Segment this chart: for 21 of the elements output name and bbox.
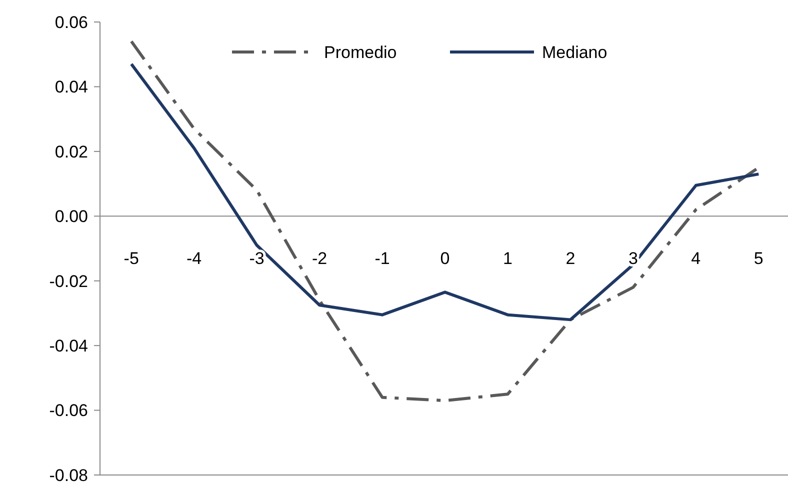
x-tick-label: 2	[566, 249, 576, 268]
y-tick-label: 0.06	[54, 12, 88, 32]
legend-label: Promedio	[324, 42, 397, 62]
y-tick-label: -0.02	[49, 272, 88, 291]
y-tick-label: 0.02	[54, 142, 88, 162]
y-tick-label: -0.06	[49, 401, 88, 420]
y-tick-label: -0.04	[49, 336, 88, 356]
y-tick-label: 0.00	[54, 207, 88, 226]
x-tick-label: 4	[691, 249, 701, 268]
x-tick-label: 0	[440, 249, 450, 268]
x-tick-label: -3	[249, 249, 264, 268]
x-tick-label: 3	[628, 249, 638, 268]
x-tick-label: 1	[502, 249, 512, 268]
y-tick-label: -0.08	[49, 466, 88, 485]
x-tick-label: -2	[312, 249, 328, 268]
x-tick-label: 5	[754, 249, 764, 268]
x-tick-label: -1	[374, 249, 390, 268]
y-tick-label: 0.04	[54, 78, 88, 97]
legend-label: Mediano	[542, 42, 608, 62]
x-tick-label: -5	[124, 249, 139, 268]
x-tick-label: -4	[186, 249, 202, 268]
